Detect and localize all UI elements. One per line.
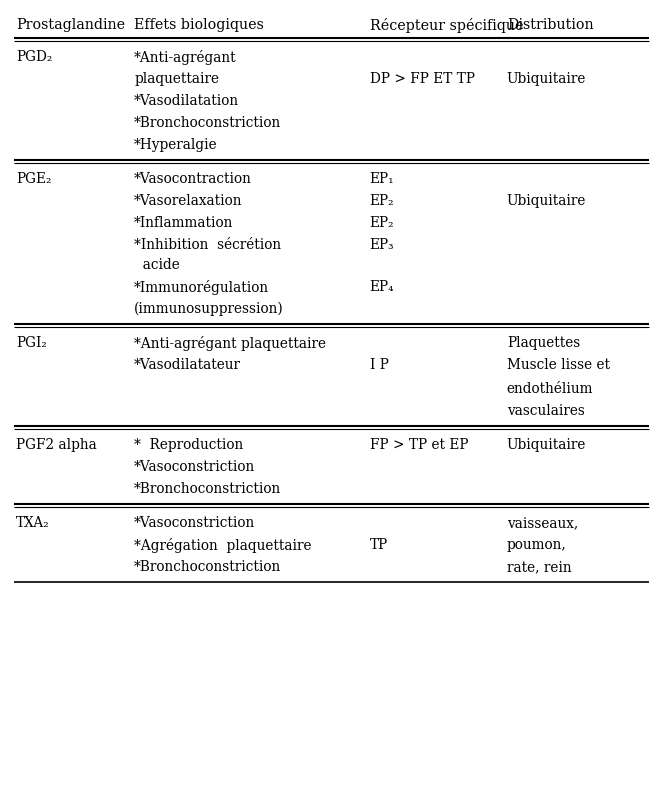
Text: (immunosuppression): (immunosuppression): [134, 302, 284, 316]
Text: vasculaires: vasculaires: [507, 404, 585, 418]
Text: PGE₂: PGE₂: [16, 172, 52, 186]
Text: Effets biologiques: Effets biologiques: [134, 18, 264, 32]
Text: Récepteur spécifique: Récepteur spécifique: [370, 18, 523, 33]
Text: FP > TP et EP: FP > TP et EP: [370, 438, 468, 452]
Text: EP₂: EP₂: [370, 216, 394, 230]
Text: Prostaglandine: Prostaglandine: [16, 18, 126, 32]
Text: *Vasocontraction: *Vasocontraction: [134, 172, 252, 186]
Text: I P: I P: [370, 358, 388, 372]
Text: TP: TP: [370, 538, 388, 552]
Text: *  Reproduction: * Reproduction: [134, 438, 243, 452]
Text: Ubiquitaire: Ubiquitaire: [507, 438, 586, 452]
Text: Distribution: Distribution: [507, 18, 593, 32]
Text: *Inhibition  sécrétion: *Inhibition sécrétion: [134, 238, 281, 252]
Text: EP₂: EP₂: [370, 194, 394, 208]
Text: Plaquettes: Plaquettes: [507, 336, 580, 350]
Text: *Vasorelaxation: *Vasorelaxation: [134, 194, 243, 208]
Text: *Vasoconstriction: *Vasoconstriction: [134, 516, 255, 530]
Text: EP₄: EP₄: [370, 280, 394, 294]
Text: *Vasoconstriction: *Vasoconstriction: [134, 460, 255, 474]
Text: DP > FP ET TP: DP > FP ET TP: [370, 72, 475, 86]
Text: PGI₂: PGI₂: [16, 336, 47, 350]
Text: Muscle lisse et: Muscle lisse et: [507, 358, 610, 372]
Text: *Agrégation  plaquettaire: *Agrégation plaquettaire: [134, 538, 311, 553]
Text: plaquettaire: plaquettaire: [134, 72, 219, 86]
Text: Ubiquitaire: Ubiquitaire: [507, 72, 586, 86]
Text: Ubiquitaire: Ubiquitaire: [507, 194, 586, 208]
Text: endothélium: endothélium: [507, 382, 593, 396]
Text: *Hyperalgie: *Hyperalgie: [134, 138, 218, 152]
Text: *Inflammation: *Inflammation: [134, 216, 233, 230]
Text: acide: acide: [134, 258, 180, 272]
Text: rate, rein: rate, rein: [507, 560, 572, 574]
Text: vaisseaux,: vaisseaux,: [507, 516, 578, 530]
Text: *Bronchoconstriction: *Bronchoconstriction: [134, 482, 281, 496]
Text: PGD₂: PGD₂: [16, 50, 52, 64]
Text: *Bronchoconstriction: *Bronchoconstriction: [134, 116, 281, 130]
Text: EP₁: EP₁: [370, 172, 394, 186]
Text: PGF2 alpha: PGF2 alpha: [16, 438, 97, 452]
Text: poumon,: poumon,: [507, 538, 566, 552]
Text: *Vasodilatation: *Vasodilatation: [134, 94, 239, 108]
Text: *Anti-agrégant: *Anti-agrégant: [134, 50, 237, 65]
Text: *Vasodilatateur: *Vasodilatateur: [134, 358, 241, 372]
Text: TXA₂: TXA₂: [16, 516, 50, 530]
Text: EP₃: EP₃: [370, 238, 394, 252]
Text: *Bronchoconstriction: *Bronchoconstriction: [134, 560, 281, 574]
Text: *Immunorégulation: *Immunorégulation: [134, 280, 269, 295]
Text: *Anti-agrégant plaquettaire: *Anti-agrégant plaquettaire: [134, 336, 326, 351]
